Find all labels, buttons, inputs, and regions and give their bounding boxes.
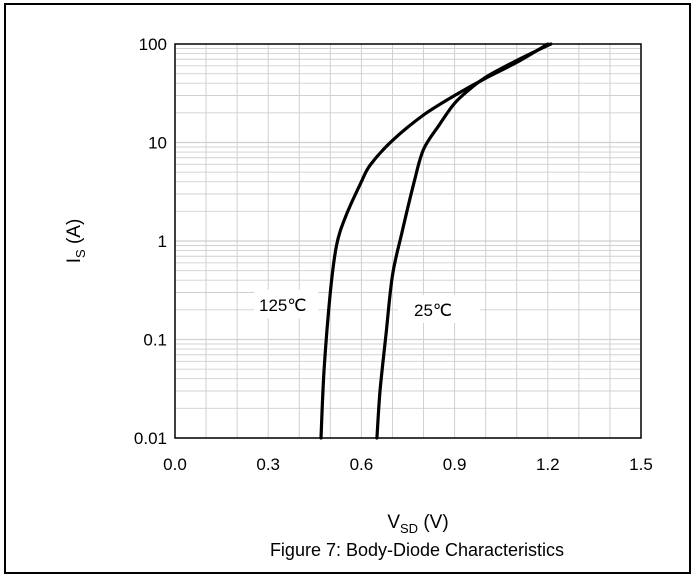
y-tick-label: 0.01: [134, 429, 167, 448]
x-tick-label: 0.3: [256, 455, 280, 474]
y-axis-title: IS (A): [64, 219, 88, 264]
x-axis-title-unit: (V): [418, 512, 449, 533]
plot-area: [174, 43, 642, 439]
x-tick-label: 0.0: [163, 455, 187, 474]
figure-frame: [4, 3, 691, 574]
label-25c-box: [398, 295, 480, 323]
y-axis-title-main: I: [64, 258, 85, 263]
y-axis-title-sub: S: [73, 249, 88, 258]
label-125c-box: [254, 290, 318, 318]
x-tick-label: 1.5: [629, 455, 653, 474]
x-axis-title: VSD (V): [387, 512, 448, 536]
grid-layer: [174, 44, 642, 439]
y-tick-label: 1: [158, 232, 167, 251]
series-label-125c: 125℃: [259, 296, 306, 315]
tick-label-layer: 0.0 0.3 0.6 0.9 1.2 1.5 0.01 0.1 1 10 100: [134, 35, 653, 474]
series-line-25c: [375, 42, 553, 440]
x-axis-title-main: V: [387, 512, 400, 533]
y-tick-label: 100: [139, 35, 167, 54]
y-tick-label: 0.1: [143, 331, 167, 350]
figure-caption: Figure 7: Body-Diode Characteristics: [270, 540, 564, 560]
curve-layer: [319, 42, 553, 440]
x-tick-label: 0.9: [443, 455, 467, 474]
y-axis-title-unit: (A): [64, 219, 85, 250]
y-tick-label: 10: [148, 134, 167, 153]
x-axis-title-sub: SD: [400, 521, 418, 536]
x-tick-label: 0.6: [350, 455, 374, 474]
x-tick-label: 1.2: [536, 455, 560, 474]
series-label-25c: 25℃: [414, 301, 452, 320]
